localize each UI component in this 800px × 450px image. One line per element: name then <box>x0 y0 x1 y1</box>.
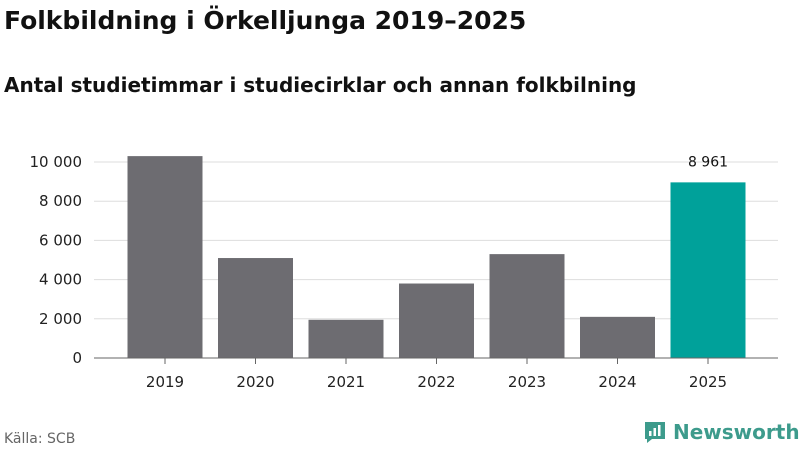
bar <box>399 283 474 358</box>
x-tick-label: 2021 <box>327 373 365 391</box>
bar <box>580 316 655 358</box>
y-tick-label: 8 000 <box>39 192 82 210</box>
brand-logo: Newsworthy <box>643 420 800 444</box>
data-label: 8 961 <box>688 154 728 170</box>
y-tick-label: 2 000 <box>39 310 82 328</box>
bar <box>670 182 746 358</box>
bar <box>489 254 565 358</box>
x-tick-label: 2023 <box>508 373 546 391</box>
y-tick-label: 4 000 <box>39 271 82 289</box>
x-tick-label: 2024 <box>598 373 636 391</box>
y-tick-label: 0 <box>72 349 82 367</box>
bar <box>218 258 293 358</box>
chart-subtitle: Antal studietimmar i studiecirklar och a… <box>4 73 637 97</box>
source-note: Källa: SCB <box>4 431 76 447</box>
x-tick-label: 2025 <box>689 373 727 391</box>
y-tick-label: 10 000 <box>30 153 83 171</box>
x-tick-label: 2019 <box>146 373 184 391</box>
newsworthy-logo-icon <box>645 422 665 443</box>
chart-title: Folkbildning i Örkelljunga 2019–2025 <box>4 6 527 35</box>
brand-name: Newsworthy <box>673 420 800 444</box>
bar <box>308 319 384 358</box>
x-tick-label: 2020 <box>236 373 274 391</box>
bar <box>127 156 203 358</box>
x-tick-label: 2022 <box>417 373 455 391</box>
y-tick-label: 6 000 <box>39 231 82 249</box>
